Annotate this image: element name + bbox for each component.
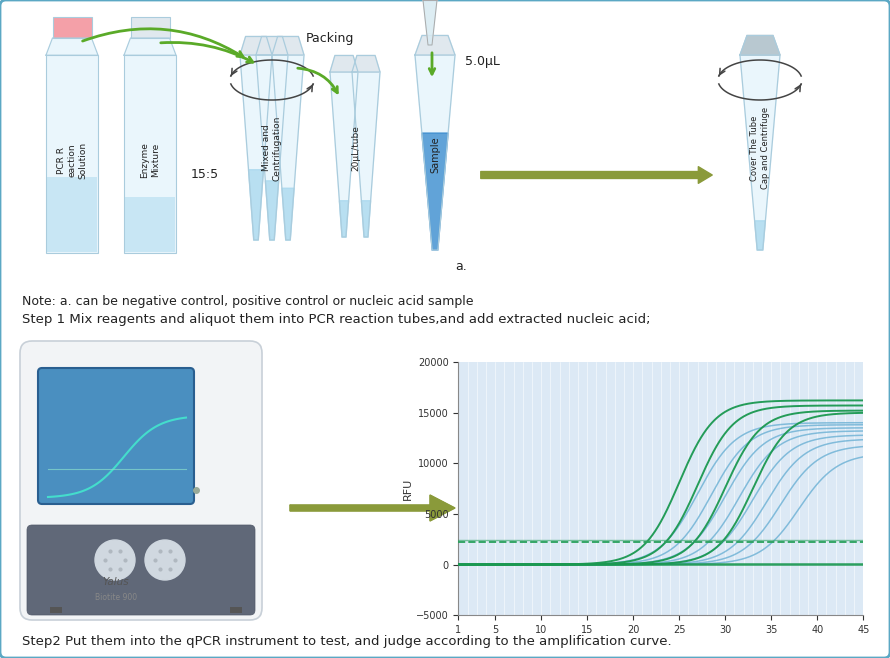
FancyBboxPatch shape	[22, 345, 260, 615]
Bar	[46, 55, 98, 253]
Text: 5.0μL: 5.0μL	[465, 55, 500, 68]
Bar	[53, 17, 92, 38]
Polygon shape	[290, 495, 455, 521]
Polygon shape	[272, 36, 304, 55]
Polygon shape	[423, 0, 437, 45]
FancyBboxPatch shape	[38, 368, 194, 504]
Y-axis label: RFU: RFU	[403, 478, 413, 499]
Polygon shape	[352, 55, 380, 72]
Polygon shape	[740, 55, 780, 250]
Polygon shape	[330, 55, 358, 72]
Text: 20μL/tube: 20μL/tube	[352, 125, 360, 171]
Polygon shape	[352, 72, 380, 237]
Polygon shape	[422, 133, 449, 250]
Polygon shape	[415, 36, 455, 55]
Polygon shape	[240, 55, 272, 240]
Text: Step 1 Mix reagents and aliquot them into PCR reaction tubes,and add extracted n: Step 1 Mix reagents and aliquot them int…	[22, 313, 651, 326]
Text: Biotite 900: Biotite 900	[95, 592, 137, 601]
Polygon shape	[272, 55, 304, 240]
Polygon shape	[256, 36, 288, 55]
Text: Sample: Sample	[430, 137, 440, 173]
Polygon shape	[256, 55, 288, 240]
Polygon shape	[755, 220, 765, 250]
Text: Enzyme
Mixture: Enzyme Mixture	[140, 142, 160, 178]
Bar	[47, 177, 97, 252]
Polygon shape	[282, 188, 294, 240]
Polygon shape	[240, 36, 272, 55]
Text: a.: a.	[455, 260, 466, 273]
Polygon shape	[265, 181, 279, 240]
Bar	[124, 55, 176, 253]
Bar	[131, 17, 169, 38]
Bar	[50, 607, 62, 613]
Polygon shape	[415, 55, 455, 250]
Text: PCR R
eaction
Solution: PCR R eaction Solution	[57, 141, 87, 178]
Text: 15:5: 15:5	[191, 168, 219, 182]
Text: Cover The Tube
Cap and Centrifuge: Cover The Tube Cap and Centrifuge	[750, 107, 770, 189]
FancyBboxPatch shape	[27, 525, 255, 615]
Polygon shape	[248, 170, 263, 240]
Polygon shape	[339, 201, 349, 237]
Polygon shape	[330, 72, 358, 237]
Circle shape	[95, 540, 135, 580]
Bar	[230, 607, 242, 613]
Text: Packing: Packing	[306, 32, 354, 45]
Polygon shape	[124, 38, 176, 55]
Bar	[125, 197, 175, 252]
Text: Mixed and
Centrifugation: Mixed and Centrifugation	[263, 115, 282, 181]
Text: Step2 Put them into the qPCR instrument to test, and judge according to the ampl: Step2 Put them into the qPCR instrument …	[22, 636, 672, 649]
Circle shape	[145, 540, 185, 580]
Polygon shape	[740, 36, 780, 55]
Text: Note: a. can be negative control, positive control or nucleic acid sample: Note: a. can be negative control, positi…	[22, 295, 473, 309]
Polygon shape	[361, 201, 370, 237]
FancyBboxPatch shape	[20, 341, 262, 620]
Text: Yalus: Yalus	[102, 577, 129, 587]
Polygon shape	[46, 38, 98, 55]
